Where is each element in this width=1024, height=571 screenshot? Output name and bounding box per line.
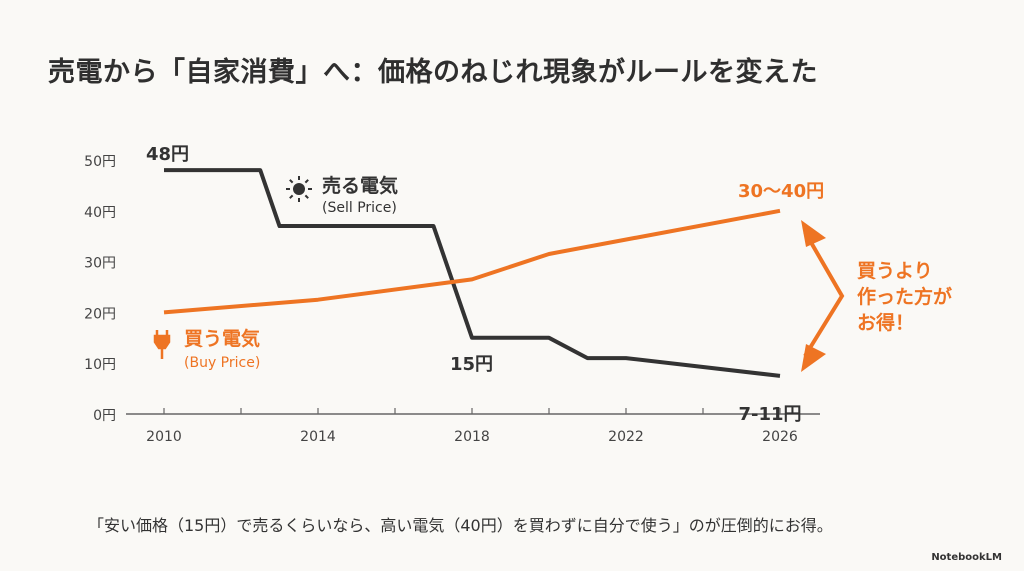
annotation-label: 48円 <box>146 144 189 165</box>
annotation-label: 7-11円 <box>738 404 801 425</box>
callout-text: お得！ <box>857 311 914 334</box>
x-tick-label: 2022 <box>608 429 644 445</box>
buy-legend-label: 買う電気 <box>184 327 260 350</box>
annotation-label: 15円 <box>450 354 493 375</box>
y-tick-label: 40円 <box>84 205 116 221</box>
y-tick-label: 30円 <box>84 256 116 272</box>
y-tick-label: 0円 <box>93 408 116 424</box>
buy-legend-sublabel: (Buy Price) <box>184 355 260 371</box>
sun-icon <box>293 183 305 195</box>
buy-price-line <box>163 208 781 315</box>
y-tick-label: 10円 <box>84 357 116 373</box>
x-tick-label: 2018 <box>454 429 490 445</box>
x-tick-label: 2026 <box>762 429 798 445</box>
sun-ray <box>304 194 309 199</box>
double-arrow <box>803 230 845 358</box>
caption: 「安い価格（15円）で売るくらいなら、高い電気（40円）を買わずに自分で使う」の… <box>88 516 833 535</box>
brand-logo: NotebookLM <box>931 552 1002 563</box>
sun-ray <box>304 179 309 184</box>
sun-ray <box>289 194 294 199</box>
slide-title: 売電から「自家消費」へ：価格のねじれ現象がルールを変えた <box>48 57 818 88</box>
sell-legend-label: 売る電気 <box>322 174 398 197</box>
sun-ray <box>289 179 294 184</box>
sell-price-line <box>164 168 781 378</box>
x-tick-label: 2014 <box>300 429 336 445</box>
annotation-label: 30〜40円 <box>738 181 824 202</box>
callout-text: 買うより <box>857 260 933 282</box>
callout-text: 作った方が <box>857 285 952 308</box>
sell-legend-sublabel: (Sell Price) <box>322 200 397 216</box>
plug-icon <box>153 330 171 359</box>
y-tick-label: 50円 <box>84 154 116 170</box>
arrow-head-down <box>801 344 826 372</box>
y-tick-label: 20円 <box>84 306 116 322</box>
x-tick-label: 2010 <box>146 429 182 445</box>
arrow-head-up <box>801 220 826 247</box>
